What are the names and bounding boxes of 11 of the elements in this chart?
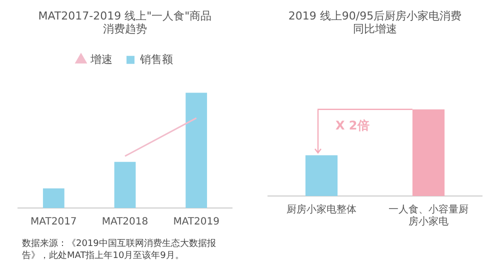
x-tick-label: MAT2018 bbox=[102, 216, 148, 228]
legend-label: 销售额 bbox=[139, 52, 173, 66]
chart-title: MAT2017-2019 线上"一人食"商品消费趋势 bbox=[38, 9, 212, 36]
ref-line-label: X 2倍 bbox=[336, 118, 370, 132]
x-tick-label: MAT2019 bbox=[173, 216, 220, 228]
x-tick-label: 厨房小家电整体 bbox=[286, 204, 356, 216]
x-tick-label: 一人食、小容量厨房小家电 bbox=[388, 204, 468, 228]
legend-label: 增速 bbox=[90, 52, 112, 66]
x-tick-label: MAT2017 bbox=[30, 216, 77, 228]
source-note: 数据来源：《2019中国互联网消费生态大数据报告》，此处MAT指上年10月至该年9月。 bbox=[22, 238, 217, 262]
chart-title: 2019 线上90/95后厨房小家电消费同比增速 bbox=[288, 9, 462, 36]
